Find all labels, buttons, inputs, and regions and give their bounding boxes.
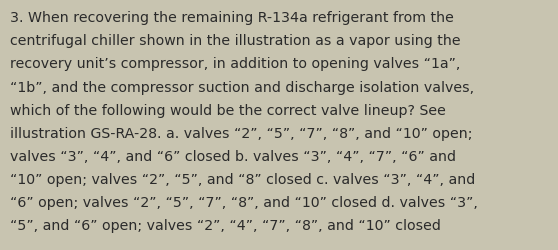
Text: “1b”, and the compressor suction and discharge isolation valves,: “1b”, and the compressor suction and dis… <box>10 80 474 94</box>
Text: recovery unit’s compressor, in addition to opening valves “1a”,: recovery unit’s compressor, in addition … <box>10 57 460 71</box>
Text: “6” open; valves “2”, “5”, “7”, “8”, and “10” closed d. valves “3”,: “6” open; valves “2”, “5”, “7”, “8”, and… <box>10 195 478 209</box>
Text: “5”, and “6” open; valves “2”, “4”, “7”, “8”, and “10” closed: “5”, and “6” open; valves “2”, “4”, “7”,… <box>10 218 441 232</box>
Text: “10” open; valves “2”, “5”, and “8” closed c. valves “3”, “4”, and: “10” open; valves “2”, “5”, and “8” clos… <box>10 172 475 186</box>
Text: which of the following would be the correct valve lineup? See: which of the following would be the corr… <box>10 103 446 117</box>
Text: valves “3”, “4”, and “6” closed b. valves “3”, “4”, “7”, “6” and: valves “3”, “4”, and “6” closed b. valve… <box>10 149 456 163</box>
Text: 3. When recovering the remaining R-134a refrigerant from the: 3. When recovering the remaining R-134a … <box>10 11 454 25</box>
Text: illustration GS-RA-28. a. valves “2”, “5”, “7”, “8”, and “10” open;: illustration GS-RA-28. a. valves “2”, “5… <box>10 126 473 140</box>
Text: centrifugal chiller shown in the illustration as a vapor using the: centrifugal chiller shown in the illustr… <box>10 34 461 48</box>
